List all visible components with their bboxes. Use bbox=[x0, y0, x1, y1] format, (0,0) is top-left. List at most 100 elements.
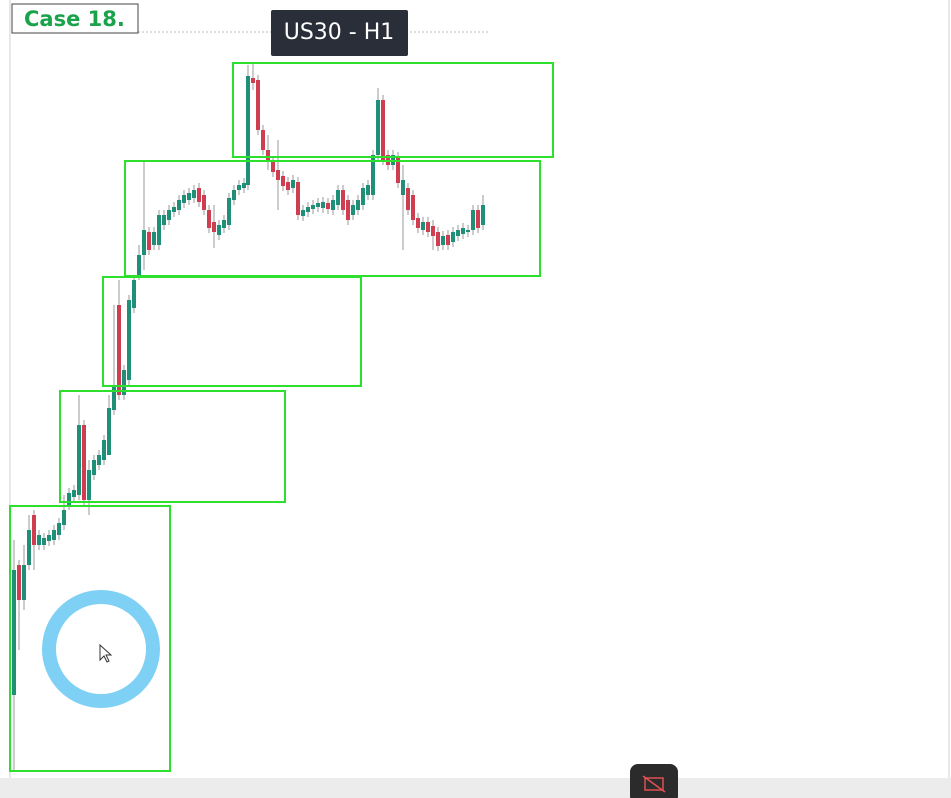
candle-body bbox=[251, 78, 255, 83]
candle-body bbox=[122, 370, 126, 395]
candle-body bbox=[346, 200, 350, 220]
candle-body bbox=[107, 408, 111, 455]
candle-body bbox=[301, 210, 305, 216]
candle-body bbox=[167, 210, 171, 220]
candle-body bbox=[311, 205, 315, 209]
candle-body bbox=[207, 210, 211, 228]
candle-body bbox=[416, 218, 420, 228]
candle-body bbox=[436, 232, 440, 246]
case-box bbox=[11, 3, 139, 34]
candle-body bbox=[466, 230, 470, 232]
candle-body bbox=[421, 222, 425, 230]
candle-body bbox=[62, 510, 66, 525]
candle-body bbox=[366, 185, 370, 195]
candle-body bbox=[197, 188, 201, 202]
candle-body bbox=[77, 425, 81, 495]
candle-body bbox=[441, 236, 445, 245]
toolbar-button[interactable] bbox=[630, 764, 678, 798]
candle-body bbox=[27, 530, 31, 565]
candle-body bbox=[351, 205, 355, 215]
candle-body bbox=[401, 180, 405, 195]
candle-body bbox=[67, 493, 71, 505]
candle-body bbox=[172, 207, 176, 212]
candle-body bbox=[471, 210, 475, 230]
candle-body bbox=[376, 100, 380, 155]
candle-body bbox=[177, 200, 181, 210]
candle-body bbox=[431, 226, 435, 236]
candle-body bbox=[481, 205, 485, 225]
zone-box bbox=[59, 390, 286, 503]
candle-body bbox=[237, 185, 241, 190]
candle-body bbox=[326, 203, 330, 209]
candle-body bbox=[17, 565, 21, 600]
candle-body bbox=[117, 305, 121, 395]
candle-body bbox=[256, 80, 260, 130]
candle-body bbox=[451, 232, 455, 242]
candles bbox=[12, 62, 485, 770]
candle-body bbox=[336, 190, 340, 205]
candle-body bbox=[316, 203, 320, 207]
candle-body bbox=[42, 538, 46, 545]
candle-body bbox=[356, 200, 360, 210]
candle-body bbox=[361, 188, 365, 205]
candle-body bbox=[32, 515, 36, 545]
candle-body bbox=[411, 195, 415, 220]
candle-body bbox=[37, 535, 41, 545]
candle-body bbox=[286, 182, 290, 190]
candle-body bbox=[157, 215, 161, 245]
candle-body bbox=[127, 300, 131, 380]
candle-body bbox=[97, 455, 101, 465]
candle-body bbox=[476, 210, 480, 228]
candle-body bbox=[192, 190, 196, 198]
candle-body bbox=[137, 255, 141, 275]
symbol-box bbox=[271, 10, 408, 56]
candle-body bbox=[306, 207, 310, 212]
candle-body bbox=[222, 220, 226, 228]
candle-body bbox=[52, 530, 56, 540]
candle-body bbox=[426, 222, 430, 232]
candle-body bbox=[147, 232, 151, 250]
candle-body bbox=[261, 130, 265, 150]
candle-body bbox=[132, 280, 136, 308]
bottom-bar bbox=[0, 778, 951, 798]
candle-body bbox=[227, 198, 231, 225]
candle-body bbox=[371, 155, 375, 195]
toolbar-icon bbox=[644, 777, 664, 791]
candle-body bbox=[291, 180, 295, 188]
candle-body bbox=[456, 230, 460, 236]
candle-body bbox=[232, 190, 236, 200]
candle-body bbox=[92, 460, 96, 475]
candle-body bbox=[212, 222, 216, 232]
candle-body bbox=[242, 183, 246, 188]
candle-body bbox=[22, 565, 26, 600]
candle-body bbox=[187, 193, 191, 200]
candle-body bbox=[82, 425, 86, 500]
click-ring bbox=[42, 590, 160, 708]
candle-body bbox=[461, 228, 465, 234]
symbol-label: US30 - H1 bbox=[284, 20, 395, 45]
zone-box bbox=[9, 505, 171, 772]
candle-body bbox=[331, 200, 335, 210]
candle-body bbox=[112, 385, 116, 410]
candle-body bbox=[162, 215, 166, 225]
candle-body bbox=[152, 232, 156, 245]
candle-body bbox=[102, 440, 106, 460]
candle-body bbox=[12, 570, 16, 695]
zone-box bbox=[232, 62, 554, 158]
candle-body bbox=[321, 202, 325, 208]
candle-body bbox=[72, 490, 76, 497]
case-label: Case 18. bbox=[24, 7, 125, 31]
candle-body bbox=[217, 225, 221, 235]
zone-box bbox=[102, 276, 362, 387]
candle-body bbox=[142, 230, 146, 255]
candle-body bbox=[202, 195, 206, 210]
candle-body bbox=[281, 176, 285, 186]
candle-body bbox=[341, 190, 345, 210]
candle-body bbox=[87, 470, 91, 500]
candle-body bbox=[47, 535, 51, 541]
candle-body bbox=[396, 157, 400, 183]
candle-body bbox=[381, 100, 385, 160]
cursor bbox=[99, 643, 113, 663]
